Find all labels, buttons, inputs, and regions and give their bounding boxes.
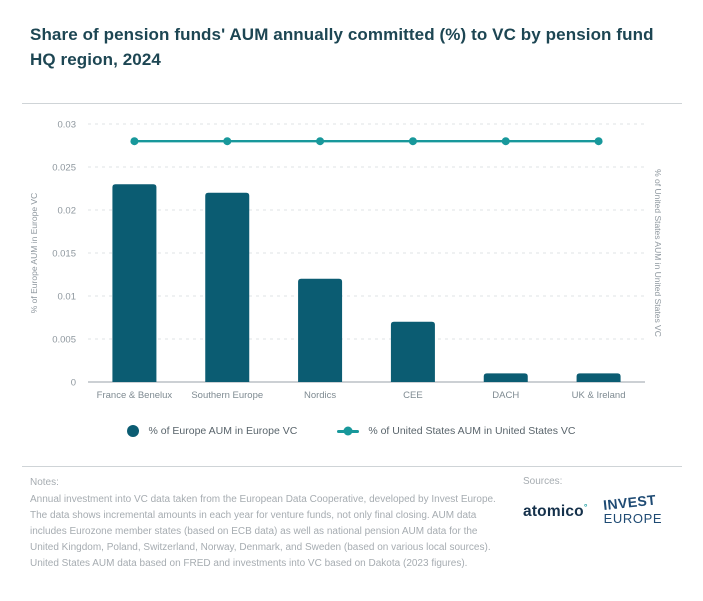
atomico-wordmark: atomico <box>523 503 584 521</box>
sources-block: Sources: atomico° INVEST EUROPE <box>523 476 663 526</box>
us-line-marker-icon <box>337 426 360 436</box>
x-category-label: UK & Ireland <box>572 390 626 401</box>
line-point-0 <box>130 137 139 146</box>
atomico-logo: atomico° <box>523 503 588 520</box>
y-tick-label: 0.025 <box>52 163 76 174</box>
chart-legend: % of Europe AUM in Europe VC % of United… <box>0 419 703 443</box>
x-category-label: France & Benelux <box>97 390 173 401</box>
bottom-divider <box>22 466 682 467</box>
page-title: Share of pension funds' AUM annually com… <box>30 25 654 69</box>
y-tick-label: 0.03 <box>58 120 77 131</box>
legend-label-europe: % of Europe AUM in Europe VC <box>148 425 298 437</box>
line-point-1 <box>223 137 232 146</box>
y-tick-label: 0.02 <box>58 206 77 217</box>
notes-text: Annual investment into VC data taken fro… <box>30 494 496 569</box>
notes-label: Notes: <box>30 477 59 488</box>
sources-label: Sources: <box>523 476 563 487</box>
x-category-label: DACH <box>492 390 519 401</box>
bar-5 <box>576 373 621 382</box>
bar-2 <box>298 278 343 382</box>
y-tick-label: 0.005 <box>52 335 76 346</box>
line-point-2 <box>316 137 325 146</box>
europe-bar-marker-icon <box>127 425 140 437</box>
left-axis-title: % of Europe AUM in Europe VC <box>29 193 39 313</box>
sources-logos: atomico° INVEST EUROPE <box>523 492 663 526</box>
line-point-3 <box>408 137 417 146</box>
combo-chart: 0 0.005 0.01 0.015 0.02 0.025 0.03 France & Ben… <box>29 120 663 402</box>
top-divider <box>22 103 682 104</box>
us-line-marker-dot-icon <box>343 426 353 436</box>
x-category-label: CEE <box>403 390 423 401</box>
notes-block: Notes: Annual investment into VC data ta… <box>30 475 508 572</box>
right-axis-title: % of United States AUM in United States … <box>653 169 663 337</box>
y-tick-label: 0 <box>71 378 76 389</box>
legend-item-us: % of United States AUM in United States … <box>337 425 576 437</box>
line-point-4 <box>501 137 510 146</box>
bar-4 <box>483 373 528 382</box>
invest-europe-line1: INVEST <box>602 491 657 513</box>
legend-item-europe: % of Europe AUM in Europe VC <box>127 425 297 437</box>
line-point-5 <box>594 137 603 146</box>
y-tick-label: 0.015 <box>52 249 76 260</box>
invest-europe-line2: EUROPE <box>603 511 663 526</box>
atomico-reg-mark-icon: ° <box>583 502 588 513</box>
x-category-label: Nordics <box>304 390 336 401</box>
bar-1 <box>205 192 250 382</box>
x-category-label: Southern Europe <box>191 390 263 401</box>
chart-area: 0 0.005 0.01 0.015 0.02 0.025 0.03 France & Ben… <box>0 108 703 408</box>
legend-label-us: % of United States AUM in United States … <box>368 425 576 437</box>
y-tick-label: 0.01 <box>58 292 77 303</box>
bar-3 <box>390 321 435 382</box>
bar-0 <box>112 184 157 382</box>
invest-europe-logo: INVEST EUROPE <box>602 492 663 526</box>
